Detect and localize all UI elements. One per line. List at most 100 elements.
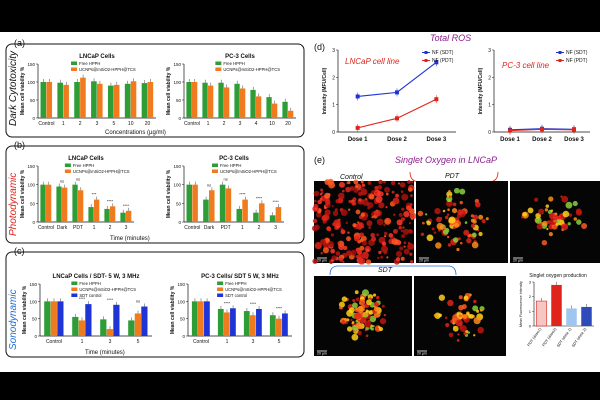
fluorescence-spot <box>534 217 542 224</box>
bar <box>46 82 53 118</box>
fluorescence-spot <box>360 212 366 217</box>
fluorescence-spot <box>399 246 404 251</box>
fluorescence-spot <box>407 180 411 184</box>
fluorescence-spot <box>358 222 364 228</box>
fluorescence-spot <box>568 213 573 217</box>
fluorescence-spot <box>553 219 557 223</box>
fluorescence-spot <box>447 243 452 247</box>
x-tick-label: 1 <box>207 121 210 127</box>
x-tick-label: 1 <box>93 225 96 231</box>
fluorescence-spot <box>452 322 455 325</box>
fluorescence-spot <box>479 309 483 312</box>
panel-a-frame <box>5 43 305 138</box>
fluorescence-spot <box>378 202 385 209</box>
fluorescence-spot <box>331 204 334 208</box>
x-tick-label: 2 <box>223 121 226 127</box>
panel-d-letter: (d) <box>314 42 325 52</box>
x-tick-label: Dose 3 <box>426 137 446 143</box>
fluorescence-spot <box>395 193 399 198</box>
legend-label: UCNPs@mSiO2-HPPH@TCS <box>225 287 282 292</box>
fluorescence-spot <box>435 242 442 249</box>
fluorescence-spot <box>408 229 414 234</box>
legend-marker <box>558 59 562 62</box>
fluorescence-spot <box>355 319 359 323</box>
y-axis-label: Mean cell viability % <box>20 169 26 218</box>
fluorescence-spot <box>372 324 375 328</box>
bar <box>192 82 198 118</box>
significance-label: ns <box>60 179 64 184</box>
bar <box>223 312 230 336</box>
fluorescence-spot <box>458 314 462 318</box>
fluorescence-spot <box>401 217 405 222</box>
fluorescence-spot <box>478 231 483 237</box>
scale-bar-label: 20 µm <box>513 259 523 263</box>
fluorescence-spot <box>442 209 446 213</box>
fluorescence-spot <box>477 326 484 334</box>
x-tick-label: 20 <box>285 121 291 127</box>
fluorescence-spot <box>328 241 335 248</box>
fluorescence-spot <box>546 220 551 224</box>
x-tick-label: 3 <box>109 339 112 345</box>
fluorescence-spot <box>383 223 386 227</box>
fluorescence-spot <box>352 302 358 309</box>
bar <box>74 82 80 118</box>
fluorescence-spot <box>359 316 367 324</box>
fluorescence-spot <box>385 192 389 196</box>
fluorescence-spot <box>521 215 524 219</box>
legend-swatch <box>217 293 224 297</box>
fluorescence-spot <box>402 226 405 229</box>
fluorescence-spot <box>401 193 409 201</box>
fluorescence-spot <box>346 250 352 257</box>
legend-swatch <box>212 163 218 167</box>
legend-label: Free HPPH <box>73 163 94 168</box>
fluorescence-spot <box>548 196 554 202</box>
y-axis-label: Mean Fluorescence Intensity <box>519 281 523 327</box>
fluorescence-spot <box>455 319 463 327</box>
fluorescence-spot <box>361 289 370 297</box>
panel-d-title: Total ROS <box>430 33 471 43</box>
fluorescence-spot <box>401 234 405 239</box>
significance-label: ns <box>224 177 228 182</box>
fluorescence-spot <box>565 201 573 209</box>
bar <box>44 301 51 336</box>
bar <box>130 81 137 118</box>
x-tick-label: 2 <box>258 225 261 231</box>
fluorescence-spot <box>374 314 378 318</box>
fluorescence-spot <box>473 317 481 325</box>
legend-label: UCNPs@mSiO2-HPPH@TCS <box>79 287 136 292</box>
fluorescence-spot <box>378 326 381 329</box>
fluorescence-spot <box>395 257 401 262</box>
fluorescence-spot <box>450 319 453 323</box>
bar <box>236 208 243 222</box>
data-point <box>355 125 360 130</box>
fluorescence-spot <box>407 187 413 192</box>
fluorescence-spot <box>374 210 381 217</box>
bar <box>288 110 294 118</box>
fluorescence-spot <box>576 219 582 225</box>
fluorescence-spot <box>454 223 460 228</box>
fluorescence-spot <box>556 219 561 223</box>
significance-label: *** <box>92 192 97 197</box>
fluorescence-spot <box>335 199 340 204</box>
fluorescence-spot <box>403 248 410 255</box>
fluorescence-spot <box>347 231 350 234</box>
y-tick-label: 3 <box>529 280 532 285</box>
fluorescence-spot <box>363 312 368 317</box>
x-tick-label: 1 <box>226 339 229 345</box>
fluorescence-spot <box>447 208 450 211</box>
y-tick-label: 100 <box>27 183 35 188</box>
x-tick-label: Control <box>184 225 200 231</box>
fluorescence-spot <box>403 241 407 245</box>
bar <box>253 212 259 222</box>
fluorescence-spot <box>410 180 414 184</box>
x-tick-label: 10 <box>269 121 275 127</box>
scale-bar-label: 20 µm <box>317 352 327 356</box>
fluorescence-spot <box>474 201 481 208</box>
fluorescence-spot <box>457 237 461 241</box>
scale-bar-label: 20 µm <box>419 259 429 263</box>
fluorescence-spot <box>555 222 559 226</box>
fluorescence-spot <box>463 295 469 300</box>
fluorescence-spot <box>470 223 476 229</box>
fluorescence-spot <box>581 223 588 230</box>
fluorescence-spot <box>377 184 383 190</box>
